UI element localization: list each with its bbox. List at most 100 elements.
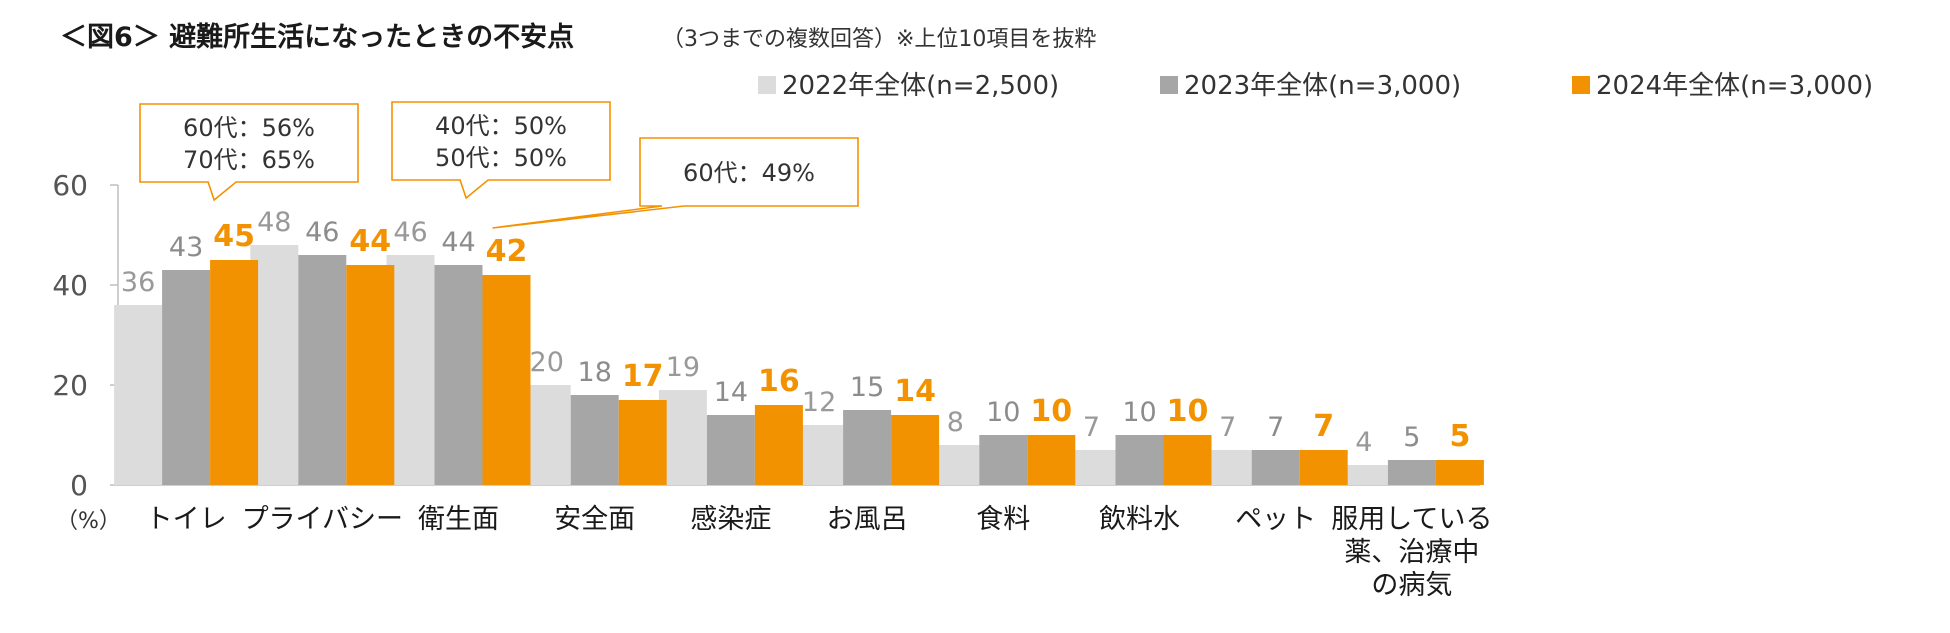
data-label: 15 bbox=[850, 372, 884, 403]
callout-text: 40代：50% bbox=[435, 112, 567, 140]
chart-subtitle: （3つまでの複数回答）※上位10項目を抜粋 bbox=[662, 27, 1096, 52]
bar bbox=[658, 390, 707, 485]
y-tick-label: 40 bbox=[52, 269, 88, 302]
category-label: 飲料水 bbox=[1099, 504, 1180, 535]
bar bbox=[434, 265, 483, 485]
category-label: 服用している bbox=[1331, 504, 1492, 535]
bar bbox=[386, 255, 435, 485]
category-label: 衛生面 bbox=[418, 504, 499, 535]
data-label: 4 bbox=[1355, 427, 1372, 458]
callout-text: 70代：65% bbox=[183, 146, 315, 174]
data-label: 10 bbox=[1167, 394, 1209, 429]
category-label: ペット bbox=[1235, 504, 1316, 535]
legend-swatch bbox=[1160, 76, 1178, 94]
bar bbox=[1299, 450, 1348, 485]
bar bbox=[1067, 450, 1116, 485]
bar bbox=[570, 395, 619, 485]
data-label: 14 bbox=[714, 377, 748, 408]
data-label: 43 bbox=[169, 232, 203, 263]
data-label: 19 bbox=[666, 352, 700, 383]
unit-label: （%） bbox=[56, 509, 121, 534]
data-label: 10 bbox=[986, 397, 1020, 428]
callout-text: 60代：56% bbox=[183, 114, 315, 142]
legend-swatch bbox=[1572, 76, 1590, 94]
legend-label: 2022年全体(n=2,500) bbox=[782, 71, 1059, 101]
y-tick-label: 0 bbox=[70, 469, 88, 502]
data-label: 7 bbox=[1219, 412, 1236, 443]
data-label: 45 bbox=[213, 219, 255, 254]
callout: 60代：49% bbox=[492, 137, 859, 229]
bar bbox=[931, 445, 980, 485]
data-label: 48 bbox=[257, 207, 291, 238]
bar bbox=[250, 245, 299, 485]
bar bbox=[754, 405, 803, 485]
callout-text: 60代：49% bbox=[683, 159, 815, 187]
category-label: お風呂 bbox=[827, 504, 908, 535]
data-label: 7 bbox=[1267, 412, 1284, 443]
y-tick-label: 60 bbox=[52, 169, 88, 202]
data-label: 7 bbox=[1313, 409, 1334, 444]
data-label: 20 bbox=[530, 347, 564, 378]
bar bbox=[210, 260, 259, 485]
data-label: 7 bbox=[1083, 412, 1100, 443]
bar bbox=[162, 270, 211, 485]
data-label: 16 bbox=[758, 364, 800, 399]
category-label: 感染症 bbox=[690, 504, 771, 535]
legend-label: 2024年全体(n=3,000) bbox=[1596, 71, 1873, 101]
bar bbox=[1387, 460, 1436, 485]
chart-title: ＜図6＞ 避難所生活になったときの不安点 bbox=[60, 21, 574, 53]
data-label: 12 bbox=[802, 387, 836, 418]
bar bbox=[114, 305, 163, 485]
bar bbox=[891, 415, 940, 485]
bar bbox=[618, 400, 667, 485]
callout-box bbox=[139, 103, 359, 202]
category-labels: トイレ プライバシー 衛生面 安全面 感染症 お風呂 食料 飲料水 ペット 服用している薬、治療中… bbox=[146, 504, 1493, 601]
callout: 60代：56% 70代：65% bbox=[139, 103, 359, 202]
y-tick-label: 20 bbox=[52, 369, 88, 402]
callout-box bbox=[492, 137, 859, 229]
bar bbox=[1115, 435, 1164, 485]
bar bbox=[346, 265, 395, 485]
bar bbox=[298, 255, 347, 485]
data-label: 14 bbox=[894, 374, 936, 409]
bars bbox=[114, 245, 1484, 485]
bar bbox=[522, 385, 571, 485]
bar bbox=[1435, 460, 1484, 485]
data-label: 44 bbox=[349, 224, 391, 259]
data-label: 46 bbox=[393, 217, 427, 248]
callout-box bbox=[391, 101, 611, 200]
data-label: 5 bbox=[1403, 422, 1420, 453]
category-label: の病気 bbox=[1371, 570, 1452, 601]
category-label: トイレ bbox=[146, 504, 227, 535]
category-label: 食料 bbox=[976, 504, 1030, 535]
data-label: 44 bbox=[441, 227, 475, 258]
data-label: 18 bbox=[578, 357, 612, 388]
legend-swatch bbox=[758, 76, 776, 94]
bar bbox=[706, 415, 755, 485]
data-label: 10 bbox=[1122, 397, 1156, 428]
bar bbox=[843, 410, 892, 485]
bar bbox=[1027, 435, 1076, 485]
bar bbox=[482, 275, 531, 485]
bar bbox=[979, 435, 1028, 485]
bar bbox=[1251, 450, 1300, 485]
data-label: 5 bbox=[1449, 419, 1470, 454]
data-label: 10 bbox=[1030, 394, 1072, 429]
data-label: 36 bbox=[121, 267, 155, 298]
data-label: 8 bbox=[947, 407, 964, 438]
callouts: 60代：56% 70代：65% 40代：50% 50代：50% 60代：49% bbox=[139, 101, 859, 229]
data-label: 42 bbox=[486, 234, 528, 269]
callout: 40代：50% 50代：50% bbox=[391, 101, 611, 200]
data-label: 46 bbox=[305, 217, 339, 248]
callout-text: 50代：50% bbox=[435, 144, 567, 172]
category-label: プライバシー bbox=[242, 504, 403, 535]
category-label: 薬、治療中 bbox=[1344, 537, 1479, 568]
bar bbox=[1203, 450, 1252, 485]
bar bbox=[1163, 435, 1212, 485]
bar bbox=[1339, 465, 1388, 485]
bar bbox=[795, 425, 844, 485]
legend-label: 2023年全体(n=3,000) bbox=[1184, 71, 1461, 101]
category-label: 安全面 bbox=[554, 504, 635, 535]
